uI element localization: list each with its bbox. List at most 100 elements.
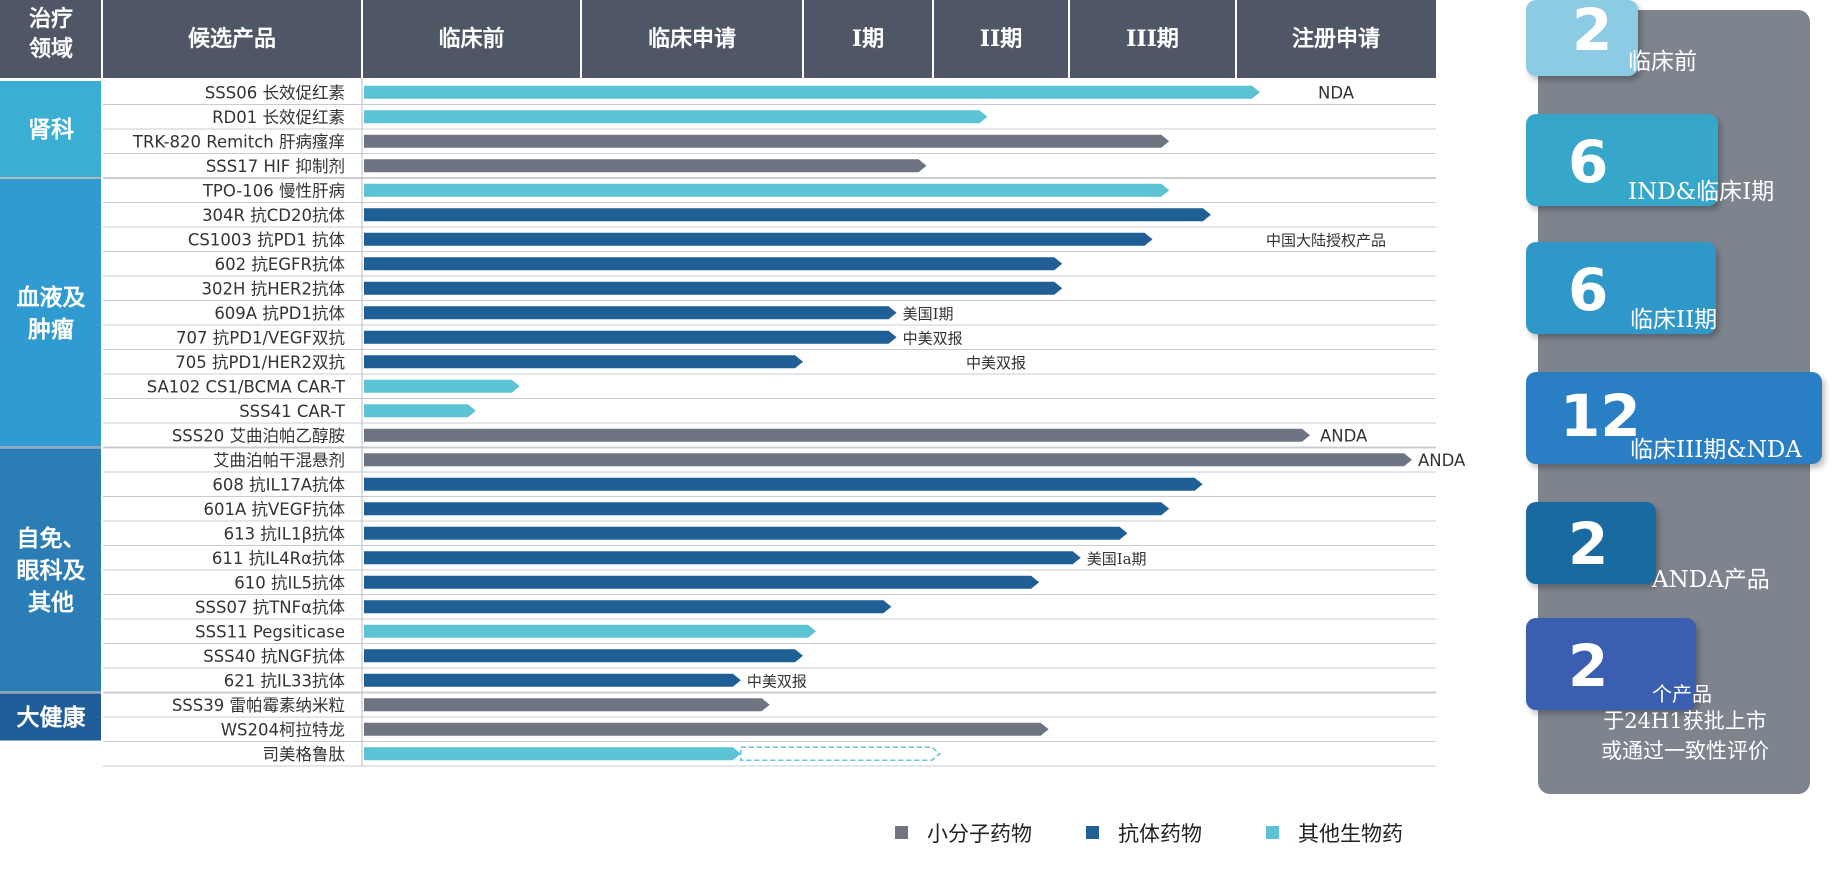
summary-note: 于24H1获批上市 或通过一致性评价 bbox=[1568, 706, 1802, 766]
summary-panel bbox=[1538, 10, 1810, 794]
summary-note-line-2: 或通过一致性评价 bbox=[1601, 739, 1769, 763]
legend-label: 抗体药物 bbox=[1118, 822, 1202, 846]
summary-card-6-label: 个产品 bbox=[1652, 682, 1712, 706]
pipeline-bar bbox=[364, 673, 741, 687]
candidate-name: 司美格鲁肽 bbox=[263, 745, 346, 764]
pipeline-bar bbox=[364, 502, 1170, 516]
summary-card-3-number: 6 bbox=[1568, 256, 1609, 324]
legend-label: 其他生物药 bbox=[1298, 822, 1403, 846]
candidate-name: SA102 CS1/BCMA CAR-T bbox=[147, 377, 346, 396]
candidate-name: 304R 抗CD20抗体 bbox=[202, 206, 345, 225]
summary-card-3-box bbox=[1526, 242, 1716, 334]
pipeline-chart: 治疗领域 候选产品 临床前 临床申请 I期 II期 III期 注册申请肾科血液及肿瘤自免、眼科… bbox=[0, 0, 1466, 846]
candidate-name: SSS41 CAR-T bbox=[239, 402, 346, 421]
bar-note: NDA bbox=[1318, 83, 1355, 102]
area-label: 自免、眼科及其他 bbox=[17, 525, 86, 616]
header-column-7: 注册申请 bbox=[1292, 26, 1380, 52]
summary-card-3-label: 临床II期 bbox=[1630, 307, 1718, 333]
bar-note: 中美双报 bbox=[966, 354, 1026, 372]
pipeline-bar bbox=[364, 428, 1310, 442]
candidate-name: SSS20 艾曲泊帕乙醇胺 bbox=[172, 426, 345, 445]
candidate-name: SSS11 Pegsiticase bbox=[195, 622, 345, 641]
pipeline-bar bbox=[364, 281, 1063, 295]
summary-card-1-box bbox=[1526, 0, 1638, 76]
header-column-2: 临床前 bbox=[438, 26, 504, 52]
legend-swatch bbox=[1086, 826, 1099, 839]
candidate-name: 艾曲泊帕干混悬剂 bbox=[213, 451, 345, 470]
pipeline-bar bbox=[364, 257, 1063, 271]
candidate-name: TRK-820 Remitch 肝病瘙痒 bbox=[132, 132, 345, 151]
area-label: 大健康 bbox=[17, 704, 87, 731]
pipeline-bar bbox=[364, 747, 741, 761]
bar-note: ANDA bbox=[1418, 451, 1466, 470]
candidate-name: SSS07 抗TNFα抗体 bbox=[195, 598, 345, 617]
area-label: 血液及肿瘤 bbox=[17, 284, 86, 343]
candidate-name: TPO-106 慢性肝病 bbox=[202, 180, 345, 200]
pipeline-bar bbox=[364, 649, 803, 663]
candidate-name: SSS40 抗NGF抗体 bbox=[203, 647, 345, 666]
bar-note: 美国I期 bbox=[903, 305, 954, 323]
header-column-6: III期 bbox=[1126, 26, 1179, 52]
header-column-area: 治疗领域 bbox=[29, 6, 73, 62]
header-column-4: I期 bbox=[852, 26, 884, 52]
pipeline-bar bbox=[364, 600, 892, 614]
candidate-name: SSS17 HIF 抑制剂 bbox=[206, 157, 345, 176]
candidate-name: SSS39 雷帕霉素纳米粒 bbox=[172, 696, 345, 715]
area-block bbox=[0, 81, 102, 177]
candidate-name: WS204柯拉特龙 bbox=[221, 720, 345, 739]
summary-card-5-label: ANDA产品 bbox=[1652, 567, 1770, 593]
summary-card-4-label: 临床III期&NDA bbox=[1630, 437, 1802, 463]
candidate-name: RD01 长效促红素 bbox=[212, 108, 345, 127]
pipeline-bar bbox=[364, 208, 1211, 222]
candidate-name: 609A 抗PD1抗体 bbox=[214, 304, 345, 323]
candidate-name: 610 抗IL5抗体 bbox=[234, 573, 345, 592]
candidate-name: 705 抗PD1/HER2双抗 bbox=[175, 353, 345, 372]
pipeline-bar bbox=[364, 575, 1040, 589]
pipeline-bar bbox=[364, 232, 1153, 246]
legend-swatch bbox=[1266, 826, 1279, 839]
candidate-name: 621 抗IL33抗体 bbox=[224, 671, 346, 690]
pipeline-bar bbox=[364, 330, 897, 344]
candidate-name: 602 抗EGFR抗体 bbox=[215, 255, 346, 274]
candidate-name: 611 抗IL4Rα抗体 bbox=[212, 549, 346, 568]
area-block bbox=[0, 448, 102, 692]
bar-note: 中美双报 bbox=[747, 672, 807, 690]
summary-card-4-number: 12 bbox=[1560, 382, 1641, 450]
summary-card-5-number: 2 bbox=[1568, 510, 1609, 578]
summary-card-1-number: 2 bbox=[1572, 0, 1613, 64]
summary-card-6-number: 2 bbox=[1568, 632, 1609, 700]
candidate-name: 601A 抗VEGF抗体 bbox=[203, 500, 345, 519]
candidate-name: SSS06 长效促红素 bbox=[205, 83, 345, 102]
summary-card-2-label: IND&临床I期 bbox=[1628, 179, 1775, 205]
pipeline-bar bbox=[364, 110, 988, 124]
area-block bbox=[0, 693, 102, 741]
summary-card-6-box bbox=[1526, 618, 1696, 710]
pipeline-bar bbox=[364, 526, 1128, 540]
pipeline-bar bbox=[364, 551, 1081, 565]
pipeline-bar bbox=[364, 159, 927, 173]
summary-card-2-box bbox=[1526, 114, 1718, 206]
header-column-1: 候选产品 bbox=[188, 26, 276, 52]
pipeline-bar bbox=[364, 183, 1170, 197]
candidate-name: 613 抗IL1β抗体 bbox=[224, 524, 346, 543]
pipeline-bar bbox=[364, 379, 520, 393]
header-column-5: II期 bbox=[980, 26, 1023, 52]
area-block bbox=[0, 179, 102, 447]
candidate-name: 707 抗PD1/VEGF双抗 bbox=[176, 328, 345, 347]
candidate-name: 302H 抗HER2抗体 bbox=[202, 279, 346, 298]
summary-card-5-box bbox=[1526, 502, 1656, 584]
bar-note: ANDA bbox=[1320, 426, 1368, 445]
header-background bbox=[0, 0, 1436, 78]
header-column-3: 临床申请 bbox=[648, 26, 736, 52]
pipeline-bar bbox=[364, 453, 1412, 467]
area-label: 肾科 bbox=[28, 116, 74, 143]
bar-note: 美国Ia期 bbox=[1087, 550, 1147, 568]
summary-card-4-box bbox=[1526, 372, 1822, 464]
pipeline-bar bbox=[364, 698, 770, 712]
pipeline-bar bbox=[364, 355, 803, 369]
pipeline-bar bbox=[364, 85, 1260, 99]
summary-note-line-1: 于24H1获批上市 bbox=[1603, 709, 1767, 733]
summary-card-2-number: 6 bbox=[1568, 128, 1609, 196]
pipeline-bar bbox=[364, 477, 1203, 491]
summary-card-1-label: 临床前 bbox=[1628, 49, 1697, 75]
